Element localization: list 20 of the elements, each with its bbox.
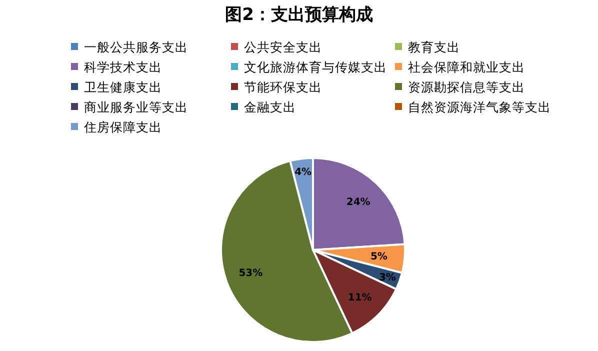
legend-label: 教育支出: [408, 39, 460, 54]
legend-label: 节能环保支出: [244, 79, 322, 94]
data-label: 24%: [346, 197, 370, 208]
legend-label: 社会保障和就业支出: [408, 59, 525, 74]
legend-label: 住房保障支出: [83, 119, 162, 134]
legend-label: 一般公共服务支出: [84, 39, 188, 54]
legend-label: 科学技术支出: [84, 59, 162, 74]
legend-label: 卫生健康支出: [84, 79, 162, 94]
legend-label: 公共安全支出: [244, 39, 322, 54]
data-label: 53%: [238, 268, 263, 279]
legend-label: 商业服务业等支出: [84, 99, 188, 114]
legend-label: 文化旅游体育与传媒支出: [244, 59, 387, 74]
data-label: 3%: [378, 272, 396, 284]
legend-label: 资源勘探信息等支出: [408, 79, 525, 94]
data-label: 11%: [348, 292, 372, 304]
data-label: 5%: [370, 252, 388, 263]
legend-label: 自然资源海洋气象等支出: [408, 99, 551, 114]
chart-title: 图2：支出预算构成: [225, 5, 373, 25]
data-label: 4%: [294, 167, 312, 178]
legend-label: 金融支出: [244, 99, 296, 114]
